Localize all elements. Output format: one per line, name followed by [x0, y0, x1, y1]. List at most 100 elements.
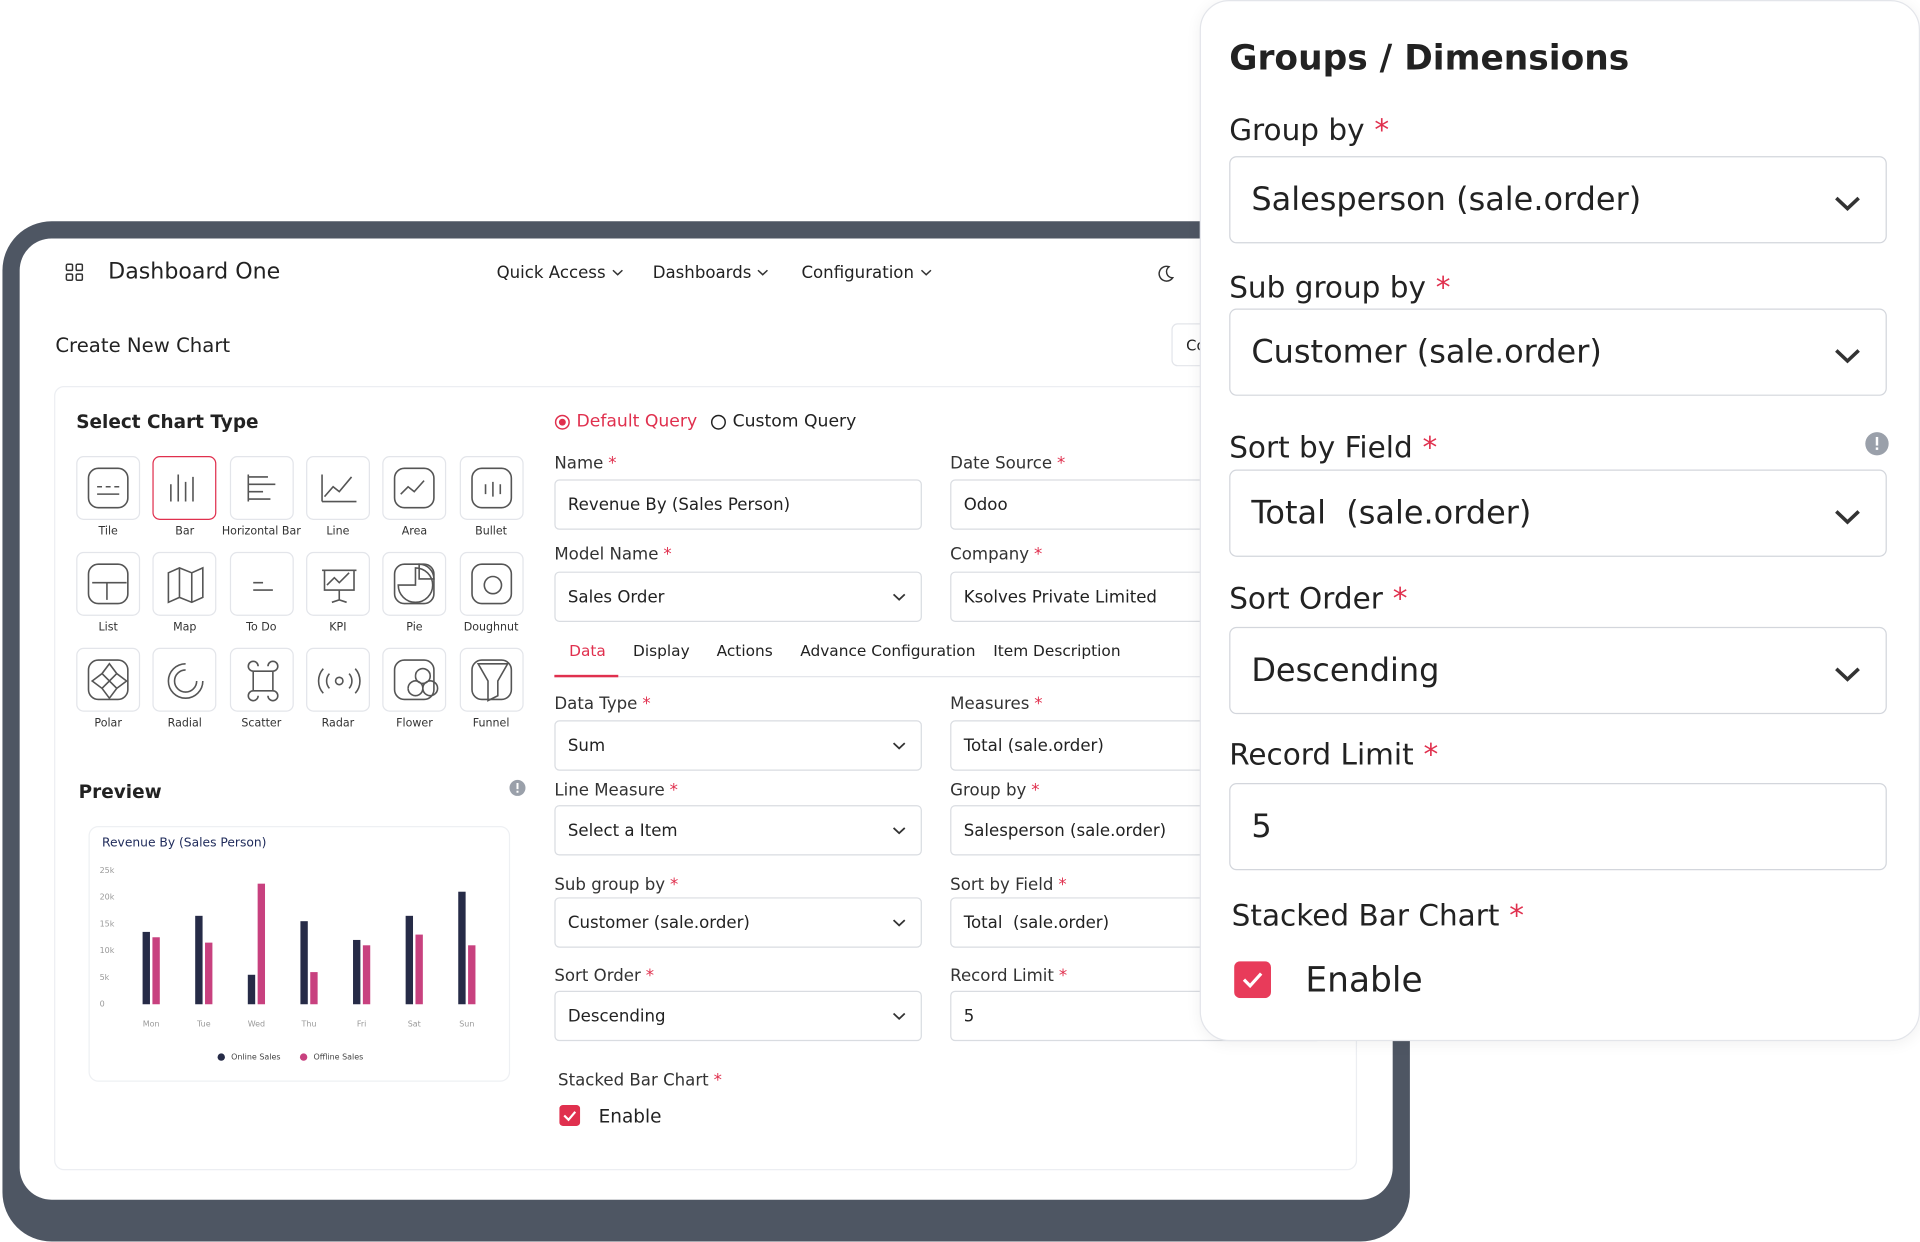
- legend-label: Online Sales: [231, 1053, 280, 1062]
- chevron: [1835, 510, 1860, 525]
- chart-type-tile[interactable]: [229, 551, 294, 616]
- chart-type-icon: [394, 467, 435, 509]
- chart-type-icon: [87, 563, 129, 605]
- info-icon[interactable]: [1865, 431, 1890, 456]
- x-tick-label: Mon: [143, 1019, 160, 1028]
- y-tick-label: 5k: [100, 973, 110, 982]
- checkbox-tick: [563, 1111, 577, 1122]
- tab[interactable]: Advance Configuration: [800, 641, 976, 660]
- bar: [415, 934, 423, 1005]
- panel-field-select[interactable]: Customer (sale.order): [1229, 308, 1887, 396]
- chart-type-tile[interactable]: [76, 551, 141, 616]
- icon-glyph: [97, 485, 120, 495]
- chart-type-tile[interactable]: [152, 551, 217, 616]
- icon-glyph: [400, 480, 425, 495]
- required-mark: *: [1034, 694, 1043, 715]
- panel-field-value: Total (sale.order): [1251, 494, 1532, 532]
- chart-type-tile[interactable]: [305, 647, 370, 712]
- section-title: Select Chart Type: [76, 410, 259, 433]
- field-value: 5: [963, 1006, 975, 1026]
- y-tick-label: 20k: [100, 893, 115, 902]
- icon-glyph: [90, 662, 128, 700]
- radio-label[interactable]: Custom Query: [732, 411, 857, 432]
- field-label: Sub group by *: [554, 875, 679, 895]
- field-value: Descending: [567, 1006, 666, 1026]
- checkbox[interactable]: [559, 1105, 581, 1126]
- theme-toggle[interactable]: [1157, 264, 1175, 282]
- checkbox-tick: [1242, 972, 1263, 989]
- chart-type-tile[interactable]: [459, 551, 524, 616]
- field-value: Ksolves Private Limited: [963, 586, 1157, 607]
- panel-field-select[interactable]: Salesperson (sale.order): [1229, 156, 1887, 244]
- apps-icon[interactable]: [65, 263, 84, 281]
- icon-glyph: [167, 662, 204, 699]
- chart-type-tile[interactable]: [152, 456, 217, 520]
- chart-type-tile[interactable]: [382, 551, 447, 616]
- chart-type-tile[interactable]: [76, 647, 141, 712]
- info-dot: [1875, 447, 1879, 450]
- chevron: [892, 827, 906, 835]
- chart-type-tile[interactable]: [459, 647, 524, 712]
- chart-type-tile[interactable]: [305, 456, 370, 520]
- tab[interactable]: Actions: [716, 641, 773, 660]
- chart-type-label: Radar: [321, 717, 355, 731]
- panel-field-input[interactable]: 5: [1229, 783, 1887, 871]
- chart-type-tile[interactable]: [76, 456, 141, 520]
- icon-glyph: [476, 662, 509, 702]
- field-value: Sum: [567, 735, 606, 756]
- required-mark: *: [645, 966, 655, 986]
- icon-glyph: [317, 668, 361, 694]
- radio[interactable]: [554, 414, 570, 430]
- chevron-icon: [892, 593, 906, 601]
- field-select[interactable]: Sum: [554, 720, 922, 771]
- panel-field-label: Group by *: [1229, 113, 1390, 148]
- required-mark: *: [1034, 544, 1043, 565]
- chart-type-icon: [167, 566, 204, 604]
- nav-item[interactable]: Quick Access: [496, 263, 606, 283]
- bar: [353, 939, 361, 1005]
- panel-checkbox[interactable]: [1234, 961, 1271, 999]
- radio[interactable]: [710, 414, 726, 430]
- panel-field-select[interactable]: Total (sale.order): [1229, 469, 1887, 557]
- field-label: Name *: [554, 453, 617, 474]
- info-bar: [1875, 436, 1879, 446]
- info-icon[interactable]: [509, 779, 526, 796]
- chart-type-tile[interactable]: [229, 647, 294, 712]
- nav-item[interactable]: Configuration: [801, 263, 914, 283]
- tab[interactable]: Display: [633, 641, 690, 660]
- required-mark: *: [1435, 270, 1451, 305]
- icon-glyph: [252, 581, 273, 591]
- field-input[interactable]: Revenue By (Sales Person): [554, 479, 922, 530]
- panel-field-select[interactable]: Descending: [1229, 626, 1887, 715]
- bar: [310, 972, 318, 1005]
- chart-type-label: List: [98, 621, 118, 635]
- chart-type-label: Polar: [94, 717, 122, 731]
- field-value: Total (sale.order): [963, 912, 1110, 933]
- chart-type-icon: [87, 467, 129, 509]
- chevron: [757, 269, 769, 276]
- field-value: Customer (sale.order): [567, 912, 750, 933]
- chart-type-icon: [252, 581, 273, 591]
- chart-type-tile[interactable]: [382, 647, 447, 712]
- field-select[interactable]: Customer (sale.order): [554, 897, 922, 948]
- y-tick-label: 15k: [100, 919, 115, 928]
- legend-swatch: [217, 1053, 225, 1061]
- chart-type-tile[interactable]: [305, 551, 370, 616]
- chart-type-label: To Do: [246, 621, 277, 635]
- chart-type-icon: [247, 660, 279, 702]
- tab[interactable]: Item Description: [993, 641, 1121, 660]
- field-select[interactable]: Select a Item: [554, 805, 922, 856]
- chevron: [892, 1012, 906, 1021]
- chart-type-tile[interactable]: [382, 456, 447, 520]
- chart-type-tile[interactable]: [229, 456, 294, 520]
- radio-label[interactable]: Default Query: [576, 411, 698, 432]
- chart-type-tile[interactable]: [459, 456, 524, 520]
- nav-item[interactable]: Dashboards: [652, 263, 752, 283]
- field-select[interactable]: Sales Order: [554, 571, 922, 622]
- field-select[interactable]: Descending: [554, 990, 922, 1042]
- panel-field-label: Sort Order *: [1229, 581, 1408, 616]
- tab[interactable]: Data: [569, 641, 606, 660]
- field-value: Sales Order: [567, 586, 665, 607]
- chart-type-tile[interactable]: [152, 647, 217, 712]
- chart-type-label: Radial: [167, 717, 202, 731]
